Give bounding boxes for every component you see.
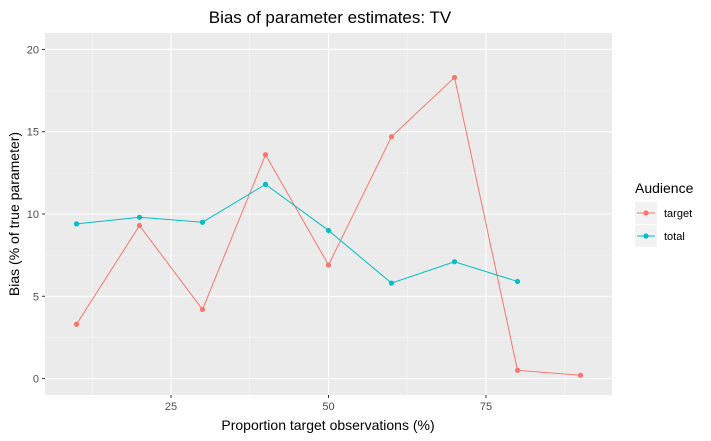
data-point-target: [325, 262, 332, 268]
data-point-total: [262, 181, 269, 187]
data-point-total: [73, 221, 80, 227]
data-point-target: [514, 367, 521, 373]
y-axis-label: Bias (% of true parameter): [6, 132, 22, 296]
x-tick-label: 25: [165, 401, 177, 413]
legend-label-total: total: [664, 231, 685, 243]
legend: Audience target total: [635, 180, 694, 247]
series-layer: [73, 74, 584, 378]
legend-key-point: [643, 210, 649, 216]
y-tick-label: 15: [27, 127, 39, 139]
legend-title: Audience: [635, 180, 694, 196]
data-point-target: [451, 74, 458, 81]
data-point-target: [577, 372, 584, 378]
tick-labels: 25 50 75 0 5 10 15 20: [27, 44, 492, 413]
x-tick-label: 75: [480, 401, 492, 413]
y-tick-label: 20: [27, 44, 39, 56]
major-grid: [45, 33, 612, 395]
data-point-total: [514, 278, 521, 285]
data-point-target: [73, 321, 80, 327]
x-axis-label: Proportion target observations (%): [221, 417, 434, 433]
data-point-target: [388, 134, 395, 140]
data-point-target: [136, 222, 143, 229]
y-tick-label: 0: [33, 374, 39, 386]
x-tick-label: 50: [322, 401, 334, 413]
legend-label-target: target: [664, 208, 692, 220]
data-point-total: [136, 214, 143, 220]
legend-items: target total: [635, 202, 692, 247]
data-point-total: [451, 259, 458, 265]
series-line-total: [76, 183, 518, 284]
y-tick-label: 5: [33, 291, 39, 303]
chart-title: Bias of parameter estimates: TV: [209, 8, 452, 27]
data-point-target: [262, 152, 269, 158]
data-point-total: [199, 219, 206, 225]
data-point-target: [199, 306, 206, 313]
data-point-total: [325, 227, 332, 234]
y-tick-label: 10: [27, 209, 39, 221]
data-point-total: [388, 280, 395, 286]
axis-ticks: [42, 48, 487, 398]
legend-key-point: [643, 233, 649, 239]
